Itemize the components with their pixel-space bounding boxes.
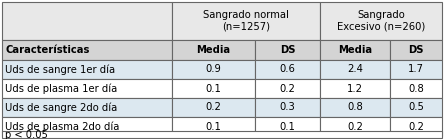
Bar: [390, 40, 442, 60]
Bar: [2, 98, 172, 117]
Text: Media: Media: [338, 45, 372, 55]
Text: Uds de sangre 1er día: Uds de sangre 1er día: [5, 64, 115, 75]
Text: 2.4: 2.4: [347, 64, 363, 75]
Bar: [172, 60, 255, 79]
Text: 0.5: 0.5: [408, 102, 424, 112]
Text: 0.8: 0.8: [347, 102, 363, 112]
Bar: [320, 40, 390, 60]
Bar: [255, 60, 320, 79]
Bar: [390, 98, 442, 117]
Text: DS: DS: [280, 45, 295, 55]
Bar: [320, 98, 390, 117]
Text: DS: DS: [408, 45, 424, 55]
Bar: [2, 2, 172, 40]
Bar: [2, 131, 442, 138]
Bar: [255, 40, 320, 60]
Bar: [390, 60, 442, 79]
Text: 0.2: 0.2: [206, 102, 222, 112]
Bar: [255, 79, 320, 98]
Text: Uds de plasma 1er día: Uds de plasma 1er día: [5, 83, 117, 94]
Bar: [320, 117, 390, 136]
Bar: [2, 60, 172, 79]
Bar: [172, 117, 255, 136]
Bar: [2, 79, 172, 98]
Bar: [320, 60, 390, 79]
Bar: [172, 98, 255, 117]
Text: 0.3: 0.3: [280, 102, 295, 112]
Text: Media: Media: [196, 45, 230, 55]
Text: 1.2: 1.2: [347, 84, 363, 94]
Bar: [172, 40, 255, 60]
Text: 0.1: 0.1: [280, 121, 295, 131]
Text: 0.6: 0.6: [280, 64, 295, 75]
Bar: [255, 117, 320, 136]
Text: Sangrado normal
(n=1257): Sangrado normal (n=1257): [203, 10, 289, 32]
Text: Sangrado
Excesivo (n=260): Sangrado Excesivo (n=260): [337, 10, 425, 32]
Text: 0.8: 0.8: [408, 84, 424, 94]
Text: Uds de sangre 2do día: Uds de sangre 2do día: [5, 102, 117, 113]
Text: Características: Características: [5, 45, 89, 55]
Bar: [320, 2, 442, 40]
Text: 0.1: 0.1: [206, 121, 222, 131]
Text: p < 0.05: p < 0.05: [5, 130, 48, 139]
Text: 0.2: 0.2: [347, 121, 363, 131]
Bar: [320, 79, 390, 98]
Text: 1.7: 1.7: [408, 64, 424, 75]
Bar: [2, 40, 172, 60]
Bar: [390, 79, 442, 98]
Text: 0.9: 0.9: [206, 64, 222, 75]
Bar: [390, 117, 442, 136]
Text: 0.1: 0.1: [206, 84, 222, 94]
Text: Uds de plasma 2do día: Uds de plasma 2do día: [5, 121, 119, 132]
Bar: [2, 117, 172, 136]
Text: 0.2: 0.2: [408, 121, 424, 131]
Bar: [172, 79, 255, 98]
Text: 0.2: 0.2: [280, 84, 295, 94]
Bar: [255, 98, 320, 117]
Bar: [172, 2, 320, 40]
